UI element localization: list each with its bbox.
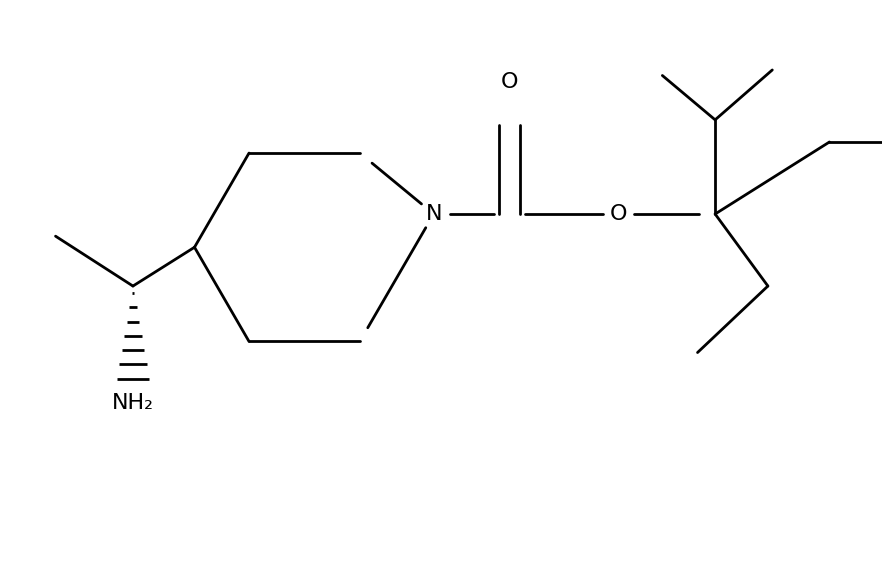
Text: O: O <box>501 72 518 92</box>
Text: O: O <box>610 204 627 224</box>
Text: NH₂: NH₂ <box>112 393 154 413</box>
Text: N: N <box>426 204 442 224</box>
